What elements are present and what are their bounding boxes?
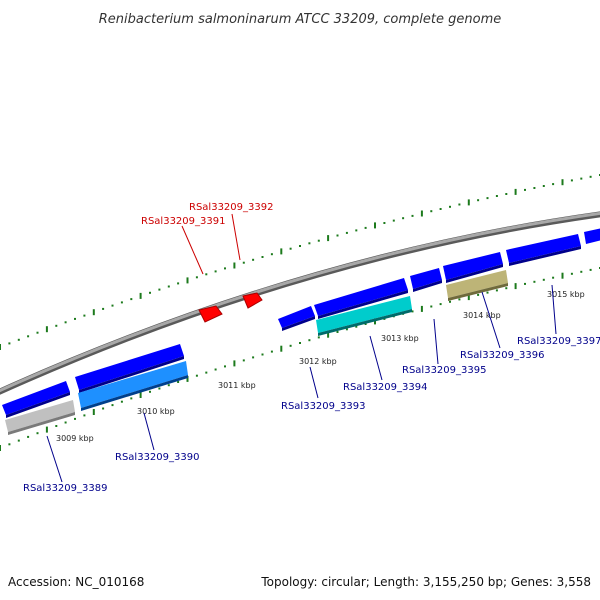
gene-label-rsal33209-3392[interactable]: RSal33209_3392 [189,202,273,213]
gene-arrow-rsal33209-3391[interactable] [198,305,223,323]
gene-arrow-rsal33209-3392[interactable] [242,292,263,309]
track-block-lightblue [78,361,188,411]
gene-block-rsal33209-3393[interactable] [278,306,315,331]
track-block-olive [446,270,508,301]
genome-backbone [0,211,600,395]
scale-labels: 3009 kbp 3010 kbp 3011 kbp 3012 kbp 3013… [56,290,585,443]
gene-label-rsal33209-3397[interactable]: RSal33209_3397 [517,336,600,347]
gene-block-rsal33209-3397[interactable] [506,234,581,266]
gene-block-rsal33209-3396[interactable] [443,252,503,283]
track-block-grey [5,400,75,435]
track-block-cyan [316,296,412,336]
genome-summary-text: Topology: circular; Length: 3,155,250 bp… [260,575,591,589]
gene-label-rsal33209-3394[interactable]: RSal33209_3394 [343,382,427,393]
scale-label-3015: 3015 kbp [547,290,585,299]
gene-block-rsal33209-3395[interactable] [410,268,442,292]
gene-label-rsal33209-3395[interactable]: RSal33209_3395 [402,365,486,376]
gene-block-edge [584,228,600,244]
accession-text: Accession: NC_010168 [8,575,144,589]
scale-label-3014: 3014 kbp [463,311,501,320]
scale-label-3013: 3013 kbp [381,334,419,343]
gene-label-rsal33209-3391[interactable]: RSal33209_3391 [141,216,225,227]
scale-label-3009: 3009 kbp [56,434,94,443]
map-title: Renibacterium salmoninarum ATCC 33209, c… [99,12,502,27]
outer-tick-track [0,174,600,350]
gene-label-rsal33209-3396[interactable]: RSal33209_3396 [460,350,544,361]
scale-label-3010: 3010 kbp [137,407,175,416]
scale-label-3011: 3011 kbp [218,381,256,390]
scale-label-3012: 3012 kbp [299,357,337,366]
gene-labels: RSal33209_3391 RSal33209_3392 RSal33209_… [23,202,600,494]
gene-label-rsal33209-3393[interactable]: RSal33209_3393 [281,401,365,412]
label-leaders [46,213,557,483]
gene-label-rsal33209-3390[interactable]: RSal33209_3390 [115,452,199,463]
gene-block-rsal33209-3394[interactable] [314,278,408,319]
gene-block-rsal33209-3390[interactable] [75,344,184,393]
gene-block-rsal33209-3389[interactable] [2,381,70,418]
gene-label-rsal33209-3389[interactable]: RSal33209_3389 [23,483,107,494]
